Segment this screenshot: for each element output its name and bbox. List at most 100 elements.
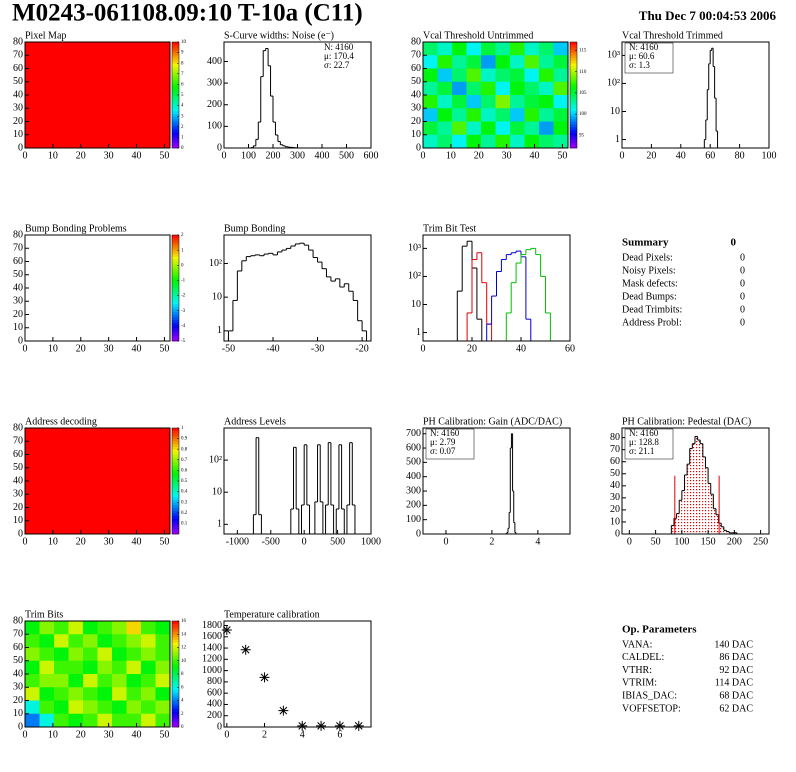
- heat-cell: [423, 134, 438, 149]
- y-tick-label: 70: [13, 436, 23, 447]
- color-bar-step: [172, 105, 179, 109]
- panel-title: Address decoding: [25, 416, 97, 427]
- x-tick-label: 40: [516, 343, 526, 354]
- heat-cell: [97, 700, 113, 715]
- color-bar-step: [172, 325, 179, 329]
- y-tick-label: 20: [610, 504, 620, 515]
- color-bar-step: [570, 116, 577, 120]
- panel-title: Temperature calibration: [224, 609, 320, 620]
- x-tick-label: 0: [23, 150, 28, 161]
- heat-cell: [553, 42, 569, 56]
- color-bar-step: [570, 113, 577, 117]
- color-bar-step: [172, 435, 179, 439]
- color-bar-step: [172, 671, 179, 675]
- y-tick-label: 10: [212, 291, 222, 302]
- summary-value: 0: [740, 265, 745, 276]
- bin-fill: [671, 525, 674, 534]
- page-title: M0243-061108.09:10 T-10a (C11): [12, 0, 363, 27]
- heat-cell: [481, 134, 496, 149]
- heat-cell: [54, 647, 69, 662]
- heat-cell: [452, 42, 467, 56]
- color-bar-step: [570, 95, 577, 98]
- z-tick-label: 16: [181, 619, 187, 624]
- y-tick-label: 200: [207, 710, 222, 721]
- color-bar-step: [172, 467, 179, 471]
- heat-cell: [423, 121, 438, 136]
- z-tick-label: 110: [579, 70, 587, 75]
- y-tick-label: 80: [13, 36, 23, 47]
- y-tick-label: 10²: [408, 271, 421, 282]
- color-bar-step: [172, 465, 179, 469]
- y-tick-label: 10: [13, 322, 23, 333]
- z-tick-label: 2: [181, 712, 184, 717]
- heat-cell: [83, 700, 98, 715]
- y-tick-label: 50: [13, 462, 23, 473]
- plot: 0 2 4 6 8 10 12 14 16: [25, 619, 187, 730]
- color-bar-step: [172, 684, 179, 688]
- color-bar-step: [570, 137, 577, 141]
- color-bar-step: [172, 528, 179, 532]
- heat-cell: [126, 647, 142, 662]
- color-bar-step: [172, 245, 179, 249]
- color-bar-step: [172, 459, 179, 463]
- heat-cell: [524, 68, 540, 83]
- heat-cell: [510, 68, 525, 83]
- x-tick-label: -1000: [226, 536, 249, 547]
- y-tick-label: 200: [207, 99, 222, 110]
- color-bar-step: [172, 679, 179, 683]
- color-bar-step: [172, 724, 179, 728]
- y-tick-label: 0: [615, 528, 620, 539]
- z-tick-label: 0.9: [181, 437, 188, 442]
- color-bar-step: [172, 644, 179, 648]
- plot: 0 1 2 3 4 5 6 7 8 9 10: [25, 40, 187, 151]
- color-bar-step: [172, 666, 179, 669]
- heat-cell: [155, 660, 171, 675]
- summary-label: Dead Pixels:: [622, 252, 673, 263]
- heat-cell: [126, 674, 142, 688]
- heat-cell: [539, 42, 554, 56]
- color-bar-step: [172, 121, 179, 125]
- color-bar-step: [172, 623, 179, 627]
- x-tick-label: 200: [266, 150, 281, 161]
- heat-cell: [39, 647, 55, 662]
- heat-cell: [539, 121, 554, 136]
- color-bar-step: [172, 647, 179, 651]
- color-bar-step: [172, 47, 179, 51]
- y-tick-label: 600: [406, 442, 421, 453]
- y-tick-label: 0: [217, 721, 222, 732]
- heat-cell: [83, 647, 98, 662]
- heat-cell: [141, 621, 156, 635]
- heat-cell: [437, 108, 453, 122]
- z-tick-label: 0.7: [181, 458, 188, 463]
- summary-label: Dead Trimbits:: [622, 304, 682, 315]
- color-bar-step: [172, 314, 179, 318]
- heat-cell: [112, 634, 127, 648]
- heat-cell: [423, 95, 438, 109]
- plot: [227, 242, 368, 341]
- y-tick-label: 50: [610, 468, 620, 479]
- bin-fill: [684, 474, 688, 534]
- point: [278, 705, 289, 716]
- heat-cell: [437, 68, 453, 83]
- z-tick-label: 14: [181, 632, 187, 637]
- bin-fill: [723, 530, 727, 534]
- heat-cell: [466, 108, 482, 122]
- x-tick-label: -20: [355, 343, 368, 354]
- bin-fill: [694, 436, 698, 534]
- color-bar-step: [172, 681, 179, 685]
- x-tick-label: 0: [302, 536, 307, 547]
- color-bar-step: [172, 674, 179, 677]
- y-tick-label: 20: [411, 116, 421, 127]
- color-bar-step: [172, 274, 179, 278]
- color-bar-step: [570, 42, 577, 45]
- color-bar-step: [570, 102, 577, 106]
- heat-cell: [539, 108, 554, 122]
- x-tick-label: 40: [132, 729, 142, 740]
- y-tick-label: 40: [13, 668, 23, 679]
- x-tick-label: 10: [446, 150, 456, 161]
- color-bar-step: [570, 57, 577, 61]
- x-tick-label: -50: [222, 343, 235, 354]
- heat-cell: [510, 55, 525, 69]
- heat-cell: [553, 68, 569, 83]
